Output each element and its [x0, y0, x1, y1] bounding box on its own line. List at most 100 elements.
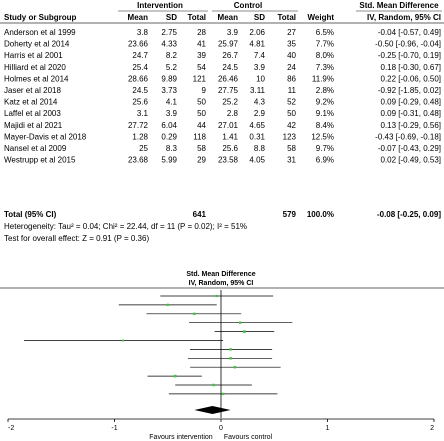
cell-c-mean: 27.01 — [218, 121, 239, 130]
cell-i-sd: 8.2 — [166, 51, 178, 60]
cell-c-mean: 25.6 — [222, 144, 238, 153]
study-marker — [243, 330, 246, 333]
cell-c-mean: 24.5 — [222, 63, 238, 72]
cell-weight: 9.1% — [316, 109, 334, 118]
cell-i-total: 28 — [197, 28, 206, 37]
table-row: Majidi et al 2021 27.72 6.04 44 27.01 4.65 42 8… — [4, 121, 441, 130]
cell-study: Majidi et al 2021 — [4, 121, 63, 130]
favours-control-label: Favours control — [224, 434, 273, 441]
cell-c-mean: 2.8 — [227, 109, 239, 118]
cell-ci: -0.07 [-0.43, 0.29] — [378, 144, 441, 153]
table-row: Laffel et al 2003 3.1 3.9 50 2.8 2.9 50 9.1% 0.0… — [4, 109, 441, 118]
cell-i-total: 41 — [197, 40, 206, 49]
cell-i-total: 118 — [193, 132, 206, 141]
cell-i-mean: 24.5 — [132, 86, 148, 95]
table-row: Nansel et al 2009 25 8.3 58 25.6 8.8 58 9.7% -0.… — [4, 144, 441, 153]
cell-ci: -0.50 [-0.96, -0.04] — [375, 40, 441, 49]
cell-study: Westrupp et al 2015 — [4, 156, 76, 165]
effect-group-header: Std. Mean Difference — [359, 1, 439, 10]
study-marker — [238, 321, 242, 324]
study-rows: Anderson et al 1999 3.8 2.75 28 3.9 2.06 27 6.5… — [4, 28, 441, 165]
cell-weight: 8.4% — [316, 121, 334, 130]
col-c-sd-header: SD — [254, 13, 265, 22]
cell-i-sd: 9.89 — [161, 74, 177, 83]
cell-study: Mayer-Davis et al 2018 — [4, 132, 87, 141]
x-tick-label: 0 — [219, 425, 223, 432]
cell-ci: 0.02 [-0.49, 0.53] — [381, 156, 442, 165]
cell-i-total: 44 — [197, 121, 206, 130]
col-c-total-header: Total — [277, 13, 296, 22]
cell-i-mean: 25.6 — [132, 98, 148, 107]
cell-c-mean: 26.7 — [222, 51, 238, 60]
study-marker — [229, 357, 232, 360]
cell-study: Jaser et al 2018 — [4, 86, 61, 95]
study-marker — [221, 392, 225, 396]
cell-ci: 0.18 [-0.30, 0.67] — [381, 63, 442, 72]
cell-i-mean: 24.7 — [132, 51, 148, 60]
cell-c-sd: 4.81 — [249, 40, 265, 49]
study-marker — [173, 374, 177, 378]
cell-i-mean: 25.4 — [132, 63, 148, 72]
total-label: Total (95% CI) — [4, 210, 57, 219]
cell-study: Nansel et al 2009 — [4, 144, 67, 153]
cell-weight: 11.9% — [312, 74, 334, 83]
table-row: Hilliard et al 2020 25.4 5.2 54 24.5 3.9 24 7.3… — [4, 63, 441, 72]
cell-c-mean: 25.97 — [218, 40, 239, 49]
cell-c-sd: 0.31 — [249, 132, 265, 141]
cell-c-total: 58 — [287, 144, 296, 153]
cell-i-mean: 25 — [139, 144, 148, 153]
table-row: Mayer-Davis et al 2018 1.28 0.29 118 1.41 0.3… — [4, 132, 441, 141]
cell-c-sd: 4.3 — [254, 98, 266, 107]
table-row: Doherty et al 2014 23.66 4.33 41 25.97 4.81 35… — [4, 40, 441, 49]
cell-i-sd: 2.75 — [161, 28, 177, 37]
cell-c-sd: 4.65 — [249, 121, 265, 130]
cell-c-mean: 26.46 — [218, 74, 239, 83]
cell-c-total: 42 — [287, 121, 296, 130]
cell-c-total: 35 — [287, 40, 296, 49]
cell-c-mean: 25.2 — [222, 98, 238, 107]
cell-study: Doherty et al 2014 — [4, 40, 70, 49]
cell-c-total: 27 — [287, 28, 296, 37]
total-weight: 100.0% — [307, 210, 334, 219]
table-row: Westrupp et al 2015 23.68 5.99 29 23.58 4.05 3… — [4, 156, 441, 165]
cell-i-mean: 23.68 — [128, 156, 149, 165]
col-study-header: Study or Subgroup — [4, 13, 77, 22]
cell-i-sd: 5.2 — [166, 63, 178, 72]
cell-study: Harris et al 2001 — [4, 51, 63, 60]
total-control-n: 579 — [283, 210, 297, 219]
cell-c-mean: 3.9 — [227, 28, 239, 37]
cell-i-mean: 3.8 — [137, 28, 149, 37]
cell-i-sd: 0.29 — [161, 132, 177, 141]
col-weight-header: Weight — [307, 13, 334, 22]
heterogeneity-text: Heterogeneity: Tau² = 0.04; Chi² = 22.44… — [4, 222, 247, 231]
cell-study: Hilliard et al 2020 — [4, 63, 66, 72]
cell-c-total: 31 — [287, 156, 296, 165]
cell-study: Katz et al 2014 — [4, 98, 58, 107]
cell-i-mean: 28.66 — [128, 74, 149, 83]
cell-c-sd: 4.05 — [249, 156, 265, 165]
cell-c-mean: 27.75 — [218, 86, 239, 95]
cell-c-total: 24 — [287, 63, 296, 72]
col-i-total-header: Total — [187, 13, 206, 22]
cell-weight: 9.7% — [316, 144, 334, 153]
cell-c-sd: 3.9 — [254, 63, 266, 72]
cell-i-mean: 23.66 — [128, 40, 149, 49]
overall-effect-text: Test for overall effect: Z = 0.91 (P = 0… — [4, 234, 149, 243]
cell-i-total: 54 — [197, 63, 206, 72]
cell-weight: 9.2% — [316, 98, 334, 107]
study-marker — [233, 365, 237, 369]
forest-table: Intervention Control Std. Mean Differenc… — [0, 1, 444, 243]
total-intervention-n: 641 — [193, 210, 207, 219]
cell-c-sd: 8.8 — [254, 144, 266, 153]
column-headers: Study or Subgroup Mean SD Total Mean SD … — [4, 13, 441, 22]
cell-ci: 0.09 [-0.31, 0.48] — [381, 109, 442, 118]
study-marker — [193, 312, 196, 315]
cell-i-total: 50 — [197, 109, 206, 118]
cell-c-total: 52 — [287, 98, 296, 107]
control-group-header: Control — [234, 1, 262, 10]
study-marker — [215, 294, 218, 298]
cell-ci: 0.13 [-0.29, 0.56] — [381, 121, 442, 130]
study-marker — [212, 383, 215, 387]
cell-c-sd: 3.11 — [250, 86, 266, 95]
